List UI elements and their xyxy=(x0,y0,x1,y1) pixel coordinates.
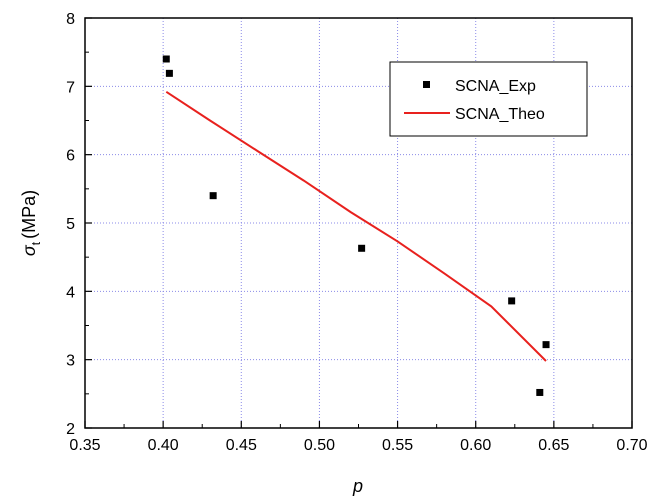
data-point-scnaexp xyxy=(165,69,173,77)
y-axis-title: σt (MPa) xyxy=(19,190,43,256)
legend-marker-scnaexp xyxy=(423,81,430,88)
y-tick-label: 8 xyxy=(66,11,75,28)
y-axis-symbol: σ xyxy=(19,244,39,256)
y-tick-label: 2 xyxy=(66,421,75,438)
y-tick-label: 7 xyxy=(66,79,75,96)
series-line-scnatheo xyxy=(165,90,547,362)
legend: SCNA_Exp SCNA_Theo xyxy=(389,61,588,137)
x-tick-label: 0.55 xyxy=(382,437,413,454)
data-point-scnaexp xyxy=(536,388,544,396)
y-axis-subscript: t xyxy=(29,241,43,245)
data-point-scnaexp xyxy=(508,297,516,305)
x-tick-label: 0.60 xyxy=(460,437,491,454)
x-tick-label: 0.65 xyxy=(538,437,569,454)
y-tick-label: 6 xyxy=(66,148,75,165)
plot-area-frame xyxy=(84,17,633,429)
y-tick-label: 5 xyxy=(66,216,75,233)
x-tick-label: 0.35 xyxy=(69,437,100,454)
x-tick-label: 0.70 xyxy=(616,437,647,454)
y-axis-unit: (MPa) xyxy=(19,190,39,239)
grid-lines xyxy=(85,18,632,428)
x-tick-label: 0.40 xyxy=(148,437,179,454)
data-point-scnaexp xyxy=(162,55,170,63)
y-tick-label: 3 xyxy=(66,353,75,370)
data-point-scnaexp xyxy=(209,192,217,200)
x-tick-label: 0.50 xyxy=(304,437,335,454)
data-point-scnaexp xyxy=(358,244,366,252)
series-layer xyxy=(162,55,550,396)
legend-label-scnaexp: SCNA_Exp xyxy=(455,78,536,95)
y-tick-labels: 2 3 4 5 6 7 8 xyxy=(66,11,75,438)
legend-label-scnatheo: SCNA_Theo xyxy=(455,106,545,123)
data-point-scnaexp xyxy=(542,341,550,349)
x-tick-label: 0.45 xyxy=(226,437,257,454)
y-tick-label: 4 xyxy=(66,284,75,301)
legend-box xyxy=(389,61,588,137)
x-axis-title: p xyxy=(352,476,363,496)
x-tick-labels: 0.35 0.40 0.45 0.50 0.55 0.60 0.65 0.70 xyxy=(69,437,647,454)
